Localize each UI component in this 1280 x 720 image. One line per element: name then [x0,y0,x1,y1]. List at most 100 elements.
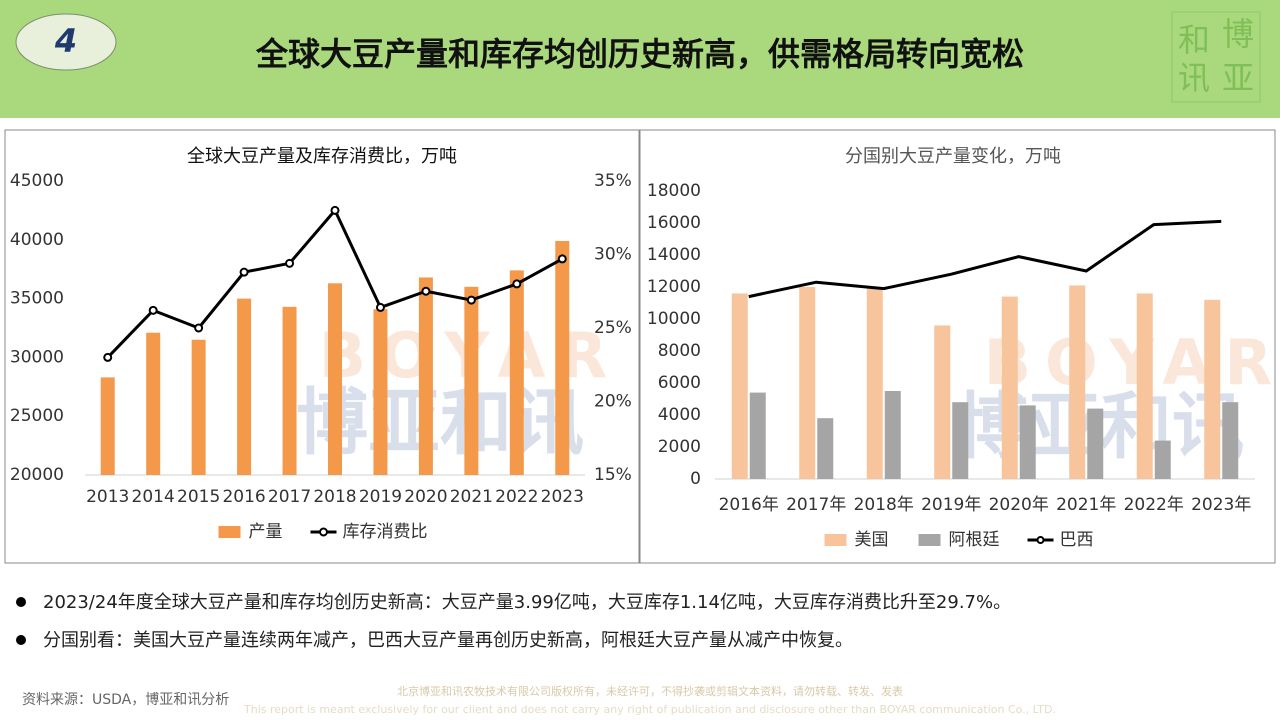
logo-frame [1171,11,1261,103]
bar [464,286,479,475]
x-tick-label: 2017年 [786,495,846,515]
bar [1001,296,1018,479]
x-tick-label: 2019年 [921,495,981,515]
y-tick-label: 20000 [10,465,64,485]
number-badge [15,13,117,71]
y2-tick-label: 15% [594,465,632,485]
line-marker [148,305,158,315]
y2-tick-label: 25% [594,318,632,338]
legend-label: 美国 [855,530,889,550]
y-tick-label: 40000 [10,230,64,250]
x-tick-label: 2022 [495,487,538,507]
logo-char: 和 [1178,21,1210,59]
y-tick-label: 6000 [658,373,701,393]
x-tick-label: 2016年 [719,495,779,515]
footer-text: This report is meant exclusively for our… [243,703,1056,716]
bar [884,391,901,479]
bar [952,402,969,479]
line-marker [421,286,431,296]
y-tick-label: 4000 [658,405,701,425]
bar [1019,405,1036,479]
y2-tick-label: 30% [594,245,632,265]
x-tick-label: 2021 [450,487,493,507]
legend: 产量 库存消费比 [218,522,428,542]
bar [373,309,388,475]
bar [509,270,524,475]
y-tick-label: 0 [690,469,701,489]
logo-char: 亚 [1222,59,1254,97]
line-marker [375,302,385,312]
x-tick-label: 2018 [313,487,356,507]
bar [418,277,433,475]
legend-swatch [218,526,241,538]
bar [1222,402,1239,479]
bar [1069,285,1086,479]
bar [749,392,766,479]
legend-swatch [918,534,941,546]
x-tick-label: 2020年 [989,495,1049,515]
x-tick-label: 2017 [268,487,311,507]
bar [817,418,834,479]
line-marker [103,352,113,362]
slide-title: 全球大豆产量和库存均创历史新高，供需格局转向宽松 [255,35,1024,73]
footer-text: 北京博亚和讯农牧技术有限公司版权所有，未经许可，不得抄袭或剪辑文本资料，请勿转载… [397,684,903,698]
bar [100,377,115,475]
line-marker [557,254,567,264]
bullet-text: 2023/24年度全球大豆产量和库存均创历史新高：大豆产量3.99亿吨，大豆库存… [43,592,1011,613]
bar [866,288,883,479]
line-marker [330,205,340,215]
bar [1087,408,1104,479]
x-tick-label: 2014 [132,487,175,507]
y2-tick-label: 20% [594,392,632,412]
slide-number: 4 [54,22,77,60]
chart: BOYAR博亚和讯分国别大豆产量变化，万吨0200040006000800010… [647,146,1280,550]
line-marker [239,267,249,277]
legend-swatch [824,534,847,546]
x-tick-label: 2019 [359,487,402,507]
bar [799,287,816,479]
x-tick-label: 2020 [404,487,447,507]
chart-title: 全球大豆产量及库存消费比，万吨 [187,146,457,167]
bar [146,332,161,475]
watermark: 博亚和讯 [296,381,584,465]
legend-label: 库存消费比 [343,522,428,542]
chart: BOYAR博亚和讯全球大豆产量及库存消费比，万吨2000025000300003… [10,146,632,542]
legend-label: 产量 [249,522,283,542]
x-tick-label: 2016 [222,487,265,507]
logo-char: 博 [1222,15,1254,53]
logo-char: 讯 [1178,59,1210,97]
header-band [0,0,1280,118]
y-tick-label: 12000 [647,277,701,297]
legend-label: 巴西 [1060,530,1094,550]
y-tick-label: 10000 [647,309,701,329]
legend-marker [1036,536,1045,544]
bar [328,283,342,475]
y2-tick-label: 35% [594,171,632,191]
x-tick-label: 2015 [177,487,220,507]
legend-marker [319,527,328,537]
line-marker [194,323,204,333]
legend-label: 阿根廷 [949,530,1000,550]
logo: 和 博 讯 亚 [1171,11,1261,103]
bar [1154,440,1171,479]
y-tick-label: 8000 [658,341,701,361]
line-series [748,219,1222,299]
source-note: 资料来源：USDA，博亚和讯分析 [22,691,229,708]
bullet-dot [16,597,26,607]
bullet-dot [16,635,26,645]
bar [731,293,748,479]
x-tick-label: 2013 [86,487,129,507]
y-tick-label: 35000 [10,289,64,309]
y-tick-label: 16000 [647,213,701,233]
x-tick-label: 2023年 [1191,495,1251,515]
bar [555,240,570,475]
chart-frame [4,129,640,564]
x-tick-label: 2022年 [1124,495,1184,515]
watermark: BOYAR [984,326,1280,399]
bar [282,306,297,475]
chart-title: 分国别大豆产量变化，万吨 [845,146,1061,167]
bar [934,325,951,479]
line-marker [285,258,295,268]
legend: 美国 阿根廷 巴西 [824,530,1094,550]
